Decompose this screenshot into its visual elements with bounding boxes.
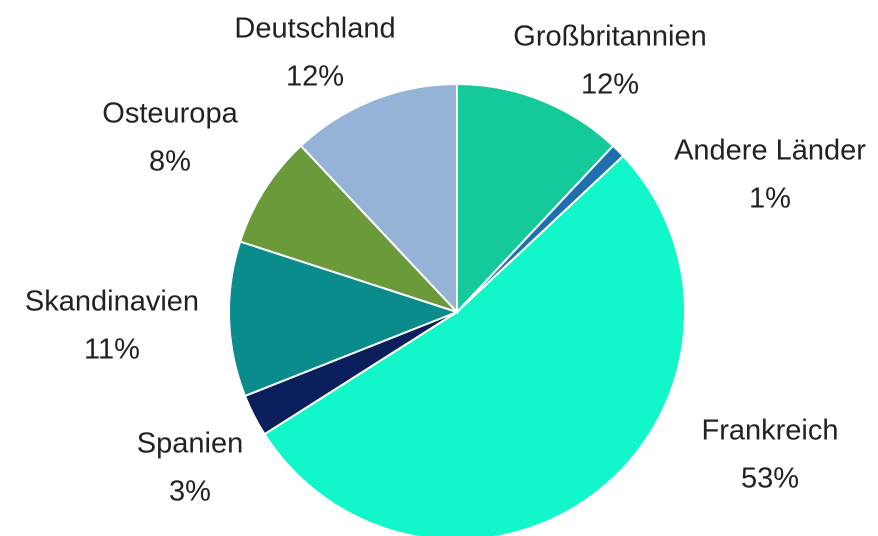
slice-value-label: 11%: [84, 334, 140, 366]
slice-value-label: 1%: [749, 183, 791, 215]
pie-slice: [456, 82, 615, 315]
slice-value-label: 53%: [741, 463, 799, 495]
slice-label: Großbritannien: [513, 21, 706, 53]
slice-label: Osteuropa: [102, 98, 238, 130]
slice-label: Frankreich: [702, 415, 839, 447]
slice-label: Spanien: [137, 428, 243, 460]
slice-label: Andere Länder: [674, 135, 866, 167]
pie-slice: [299, 82, 458, 315]
slice-label: Deutschland: [234, 13, 395, 45]
slice-value-label: 3%: [169, 476, 211, 508]
pie-slice: [263, 154, 686, 536]
slice-value-label: 12%: [286, 61, 344, 93]
pie-slice: [238, 144, 458, 313]
pie-slice: [228, 240, 460, 398]
slice-label: Skandinavien: [25, 286, 199, 318]
slice-value-label: 8%: [149, 146, 191, 178]
slice-value-label: 12%: [581, 69, 639, 101]
